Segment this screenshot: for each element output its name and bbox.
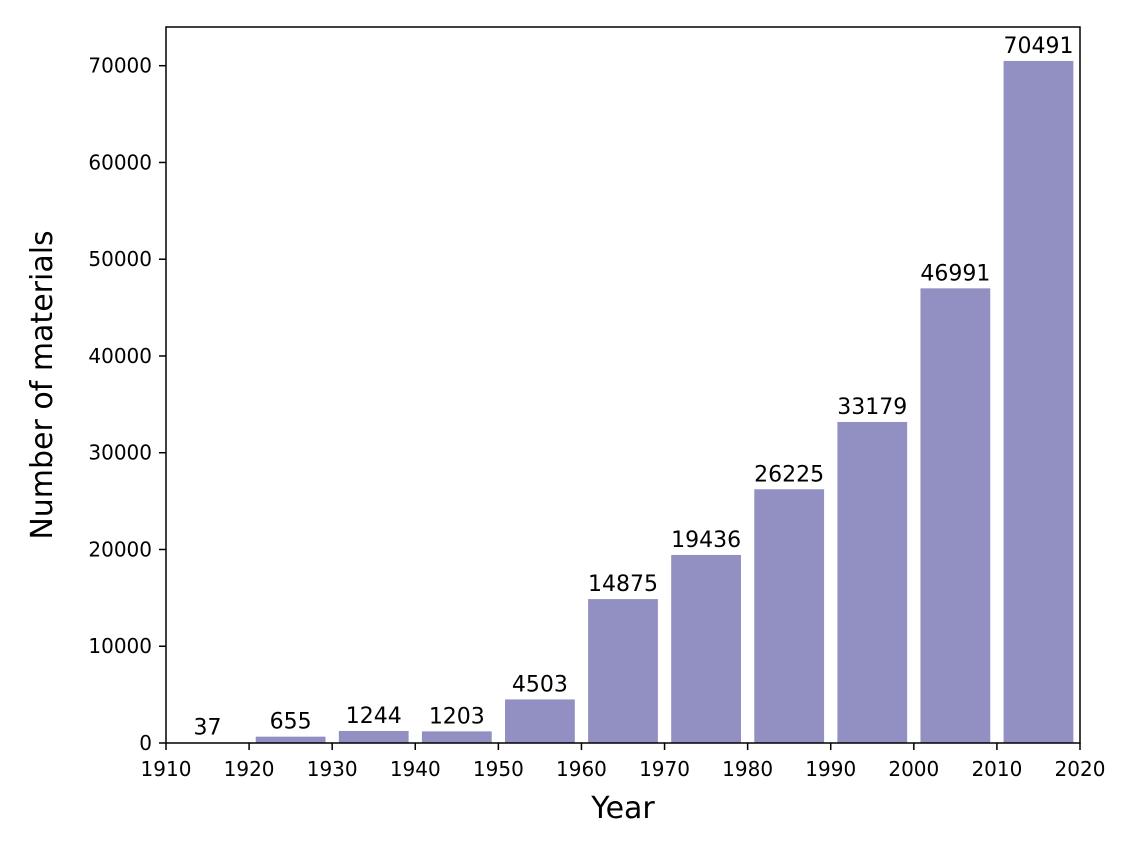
x-tick-label: 2010 — [971, 757, 1022, 781]
bars-layer — [172, 60, 1074, 743]
x-tick-label: 1910 — [141, 757, 192, 781]
data-label-2000-2010: 46991 — [920, 261, 990, 286]
plot-frame — [165, 26, 1081, 744]
bar-2000-2010 — [920, 288, 991, 743]
y-tick-label: 0 — [139, 731, 152, 755]
data-label-1930-1940: 1244 — [346, 704, 402, 729]
y-axis: 0 10000 20000 30000 40000 50000 60000 70000 — [88, 54, 166, 755]
data-label-1990-2000: 33179 — [837, 395, 907, 420]
data-label-1950-1960: 4503 — [512, 672, 568, 697]
bar-1980-1990 — [754, 489, 825, 743]
x-tick-label: 2020 — [1055, 757, 1106, 781]
x-tick-label: 1970 — [639, 757, 690, 781]
x-tick-label: 1960 — [556, 757, 607, 781]
bar-1970-1980 — [671, 554, 741, 743]
x-axis-label: Year — [590, 791, 655, 826]
bar-1920-1930 — [255, 736, 326, 743]
data-label-1970-1980: 19436 — [671, 528, 741, 553]
x-tick-label: 1980 — [722, 757, 773, 781]
data-label-1960-1970: 14875 — [588, 572, 658, 597]
data-label-1910-1920: 37 — [194, 716, 222, 741]
y-tick-label: 50000 — [88, 247, 152, 271]
data-label-1980-1990: 26225 — [754, 462, 824, 487]
bar-1990-2000 — [837, 421, 908, 743]
y-tick-label: 10000 — [88, 634, 152, 658]
y-tick-label: 70000 — [88, 54, 152, 78]
data-label-1940-1950: 1203 — [429, 704, 485, 729]
x-tick-label: 1940 — [390, 757, 441, 781]
bar-1960-1970 — [588, 599, 658, 743]
data-label-1920-1930: 655 — [270, 710, 312, 735]
x-tick-label: 2000 — [888, 757, 939, 781]
bar-1930-1940 — [338, 730, 409, 743]
bar-1940-1950 — [421, 731, 492, 743]
data-labels-layer: 37 655 1244 1203 4503 14875 19436 26225 33179 469… — [194, 34, 1074, 741]
bar-1950-1960 — [505, 699, 575, 743]
y-tick-label: 30000 — [88, 441, 152, 465]
y-tick-label: 40000 — [88, 344, 152, 368]
x-tick-label: 1930 — [307, 757, 358, 781]
y-tick-label: 20000 — [88, 537, 152, 561]
x-tick-label: 1950 — [473, 757, 524, 781]
x-tick-label: 1920 — [224, 757, 275, 781]
x-axis: 1910 1920 1930 1940 1950 1960 1970 1980 1990 2000… — [141, 743, 1106, 781]
data-label-2010-2020: 70491 — [1003, 34, 1073, 59]
y-axis-label: Number of materials — [25, 230, 60, 539]
y-tick-label: 60000 — [88, 150, 152, 174]
x-tick-label: 1990 — [805, 757, 856, 781]
bar-2010-2020 — [1003, 60, 1074, 743]
